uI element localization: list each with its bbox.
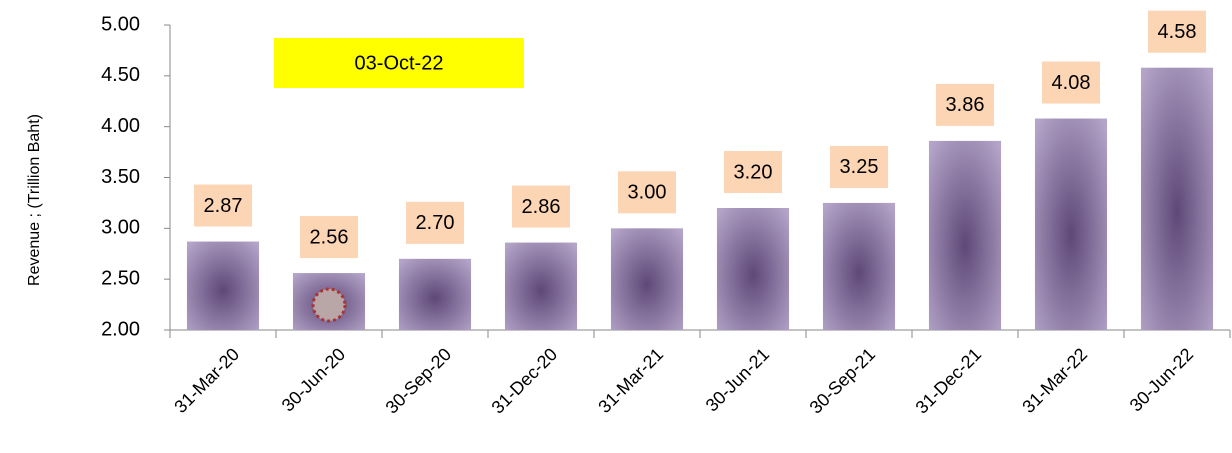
- x-tick-label: 30-Jun-20: [278, 344, 349, 415]
- y-tick-label: 5.00: [101, 13, 140, 35]
- value-label-box: [194, 184, 252, 227]
- value-label-box: [936, 83, 994, 126]
- x-tick-label: 31-Mar-20: [170, 344, 243, 417]
- value-label: 2.86: [522, 196, 561, 218]
- y-tick-label: 2.50: [101, 267, 140, 289]
- bar: [928, 140, 1002, 330]
- y-axis-label: Revenue ; (Trillion Baht): [26, 114, 43, 286]
- bar: [716, 208, 790, 330]
- value-label: 4.08: [1052, 72, 1091, 94]
- x-tick-label: 30-Sep-20: [382, 344, 456, 418]
- value-label-box: [1148, 10, 1206, 53]
- bar: [504, 242, 578, 330]
- value-label: 2.70: [416, 212, 455, 234]
- value-label: 2.56: [310, 226, 349, 248]
- bar: [398, 258, 472, 330]
- y-tick-label: 4.50: [101, 64, 140, 86]
- x-tick-label: 31-Dec-20: [488, 344, 562, 418]
- value-label: 4.58: [1158, 21, 1197, 43]
- value-label-box: [618, 171, 676, 214]
- bar: [186, 241, 260, 330]
- value-label-box: [512, 185, 570, 228]
- bar: [1140, 67, 1214, 330]
- annotation-box: [274, 38, 524, 88]
- x-tick-label: 30-Sep-21: [806, 344, 880, 418]
- value-label: 3.00: [628, 182, 667, 204]
- value-label: 3.20: [734, 161, 773, 183]
- value-label: 3.25: [840, 156, 879, 178]
- bar: [610, 228, 684, 330]
- bar: [822, 202, 896, 330]
- x-tick-label: 31-Mar-22: [1018, 344, 1091, 417]
- value-label-box: [300, 216, 358, 259]
- value-label-box: [1042, 61, 1100, 104]
- value-label-box: [724, 151, 782, 193]
- x-tick-label: 31-Dec-21: [912, 344, 986, 418]
- value-label-box: [830, 145, 888, 188]
- x-tick-label: 31-Mar-21: [594, 344, 667, 417]
- y-tick-label: 3.00: [101, 217, 140, 239]
- y-tick-label: 3.50: [101, 166, 140, 188]
- y-tick-label: 2.00: [101, 318, 140, 340]
- bar: [1034, 118, 1108, 331]
- value-label: 3.86: [946, 94, 985, 116]
- virus-icon: [311, 287, 347, 323]
- annotation: 03-Oct-22: [355, 52, 444, 74]
- value-label-box: [406, 201, 464, 244]
- x-tick-label: 30-Jun-21: [702, 344, 773, 415]
- x-tick-label: 30-Jun-22: [1126, 344, 1197, 415]
- y-tick-label: 4.00: [101, 115, 140, 137]
- value-label: 2.87: [204, 195, 243, 217]
